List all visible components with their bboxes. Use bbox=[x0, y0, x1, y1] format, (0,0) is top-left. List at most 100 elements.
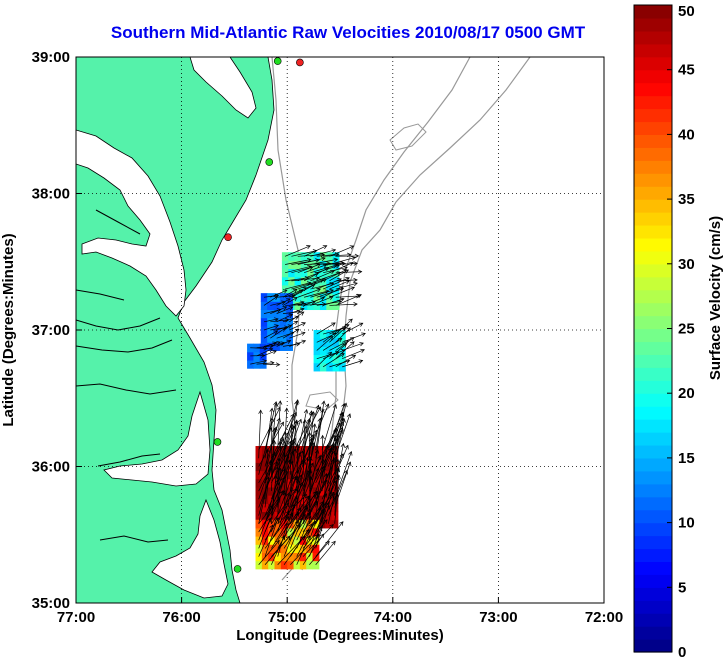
velocity-cell bbox=[268, 519, 276, 529]
velocity-cell bbox=[325, 478, 333, 488]
velocity-cell bbox=[280, 503, 288, 513]
velocity-cell bbox=[325, 495, 333, 504]
velocity-vector bbox=[334, 451, 352, 500]
colorbar-step bbox=[634, 289, 672, 304]
velocity-vector bbox=[335, 295, 360, 298]
colorbar-step bbox=[634, 30, 672, 45]
velocity-vector bbox=[270, 289, 288, 298]
x-tick-label: 74:00 bbox=[374, 609, 412, 626]
velocity-cell bbox=[325, 511, 333, 521]
velocity-arrowhead bbox=[315, 258, 320, 263]
velocity-vector bbox=[329, 257, 356, 265]
velocity-arrowhead bbox=[350, 286, 355, 291]
colorbar-step bbox=[634, 328, 672, 343]
velocity-cell bbox=[313, 362, 321, 372]
colorbar-step bbox=[634, 509, 672, 524]
velocity-vector bbox=[256, 348, 273, 357]
velocity-vector bbox=[296, 444, 299, 492]
velocity-vector bbox=[264, 490, 284, 533]
velocity-vector bbox=[309, 418, 321, 467]
velocity-cell bbox=[274, 536, 282, 545]
velocity-arrowhead bbox=[311, 300, 316, 305]
velocity-vector bbox=[290, 420, 298, 467]
velocity-arrowhead bbox=[349, 245, 355, 250]
colorbar-tick-label: 20 bbox=[678, 385, 695, 402]
velocity-arrowhead bbox=[320, 434, 325, 440]
velocity-vector bbox=[302, 405, 319, 451]
velocity-arrowhead bbox=[312, 423, 317, 428]
velocity-arrowhead bbox=[351, 354, 357, 359]
velocity-arrowhead bbox=[331, 540, 336, 546]
velocity-arrowhead bbox=[269, 417, 275, 422]
velocity-cell bbox=[312, 519, 320, 529]
velocity-cell bbox=[306, 560, 314, 570]
velocity-vector bbox=[258, 427, 272, 475]
radar-site-inactive bbox=[296, 58, 304, 67]
y-axis-ticks: 35:00 36:00 37:00 38:00 39:00 bbox=[32, 49, 82, 612]
velocity-cell bbox=[268, 486, 276, 496]
velocity-vector bbox=[283, 408, 288, 459]
velocity-vector bbox=[309, 526, 322, 557]
velocity-vector bbox=[328, 403, 345, 451]
velocity-arrowhead bbox=[286, 339, 292, 344]
velocity-arrowhead bbox=[296, 451, 302, 457]
colorbar-step bbox=[634, 626, 672, 640]
velocity-vector bbox=[271, 512, 294, 549]
velocity-arrowhead bbox=[333, 257, 339, 263]
velocity-vector bbox=[297, 263, 321, 273]
bathymetry-contour-fragment bbox=[305, 391, 339, 411]
velocity-arrowhead bbox=[325, 403, 330, 409]
velocity-arrowhead bbox=[301, 322, 306, 327]
velocity-arrowhead bbox=[299, 300, 305, 305]
velocity-arrowhead bbox=[332, 404, 337, 409]
velocity-arrowhead bbox=[348, 318, 353, 324]
velocity-vector bbox=[296, 418, 311, 467]
velocity-vector bbox=[329, 262, 354, 273]
velocity-arrowhead bbox=[286, 298, 291, 303]
velocity-vector bbox=[290, 399, 299, 451]
velocity-cell bbox=[325, 486, 333, 496]
velocity-vectors bbox=[250, 245, 366, 566]
velocity-vector bbox=[276, 314, 293, 323]
velocity-vector bbox=[321, 453, 344, 500]
velocity-cell bbox=[274, 544, 282, 553]
velocity-cell bbox=[287, 495, 295, 504]
velocity-vector bbox=[284, 287, 307, 298]
velocity-vector bbox=[335, 279, 358, 282]
velocity-vector bbox=[290, 517, 304, 549]
velocity-cell bbox=[274, 560, 282, 570]
velocity-vector bbox=[297, 257, 326, 265]
velocity-arrowhead bbox=[279, 490, 284, 495]
colorbar-step bbox=[634, 173, 672, 187]
velocity-cell bbox=[287, 527, 295, 537]
colorbar-step bbox=[634, 341, 672, 355]
velocity-arrowhead bbox=[302, 419, 308, 424]
velocity-arrowhead bbox=[361, 332, 366, 337]
colorbar-step bbox=[634, 95, 672, 110]
velocity-cell bbox=[293, 552, 301, 562]
velocity-arrowhead bbox=[314, 449, 320, 454]
colorbar-step bbox=[634, 276, 672, 291]
velocity-arrowhead bbox=[274, 324, 279, 329]
velocity-vector bbox=[264, 444, 286, 492]
velocity-vector bbox=[335, 327, 351, 343]
velocity-arrowhead bbox=[316, 406, 321, 412]
velocity-arrowhead bbox=[341, 403, 346, 408]
velocity-vector bbox=[289, 308, 305, 314]
colorbar bbox=[634, 5, 672, 653]
colorbar-step bbox=[634, 639, 672, 653]
velocity-vector bbox=[258, 524, 274, 557]
velocity-arrowhead bbox=[340, 412, 345, 417]
velocity-arrowhead bbox=[274, 479, 279, 485]
velocity-cell bbox=[331, 519, 339, 529]
velocity-vector bbox=[258, 498, 281, 533]
velocity-arrowhead bbox=[306, 257, 312, 263]
colorbar-step bbox=[634, 5, 672, 19]
velocity-vector bbox=[264, 401, 277, 451]
velocity-arrowhead bbox=[353, 277, 358, 283]
velocity-cell bbox=[255, 552, 263, 562]
velocity-vector bbox=[263, 330, 278, 339]
colorbar-step bbox=[634, 535, 672, 550]
velocity-cell bbox=[325, 519, 333, 529]
velocity-arrowhead bbox=[292, 488, 297, 494]
